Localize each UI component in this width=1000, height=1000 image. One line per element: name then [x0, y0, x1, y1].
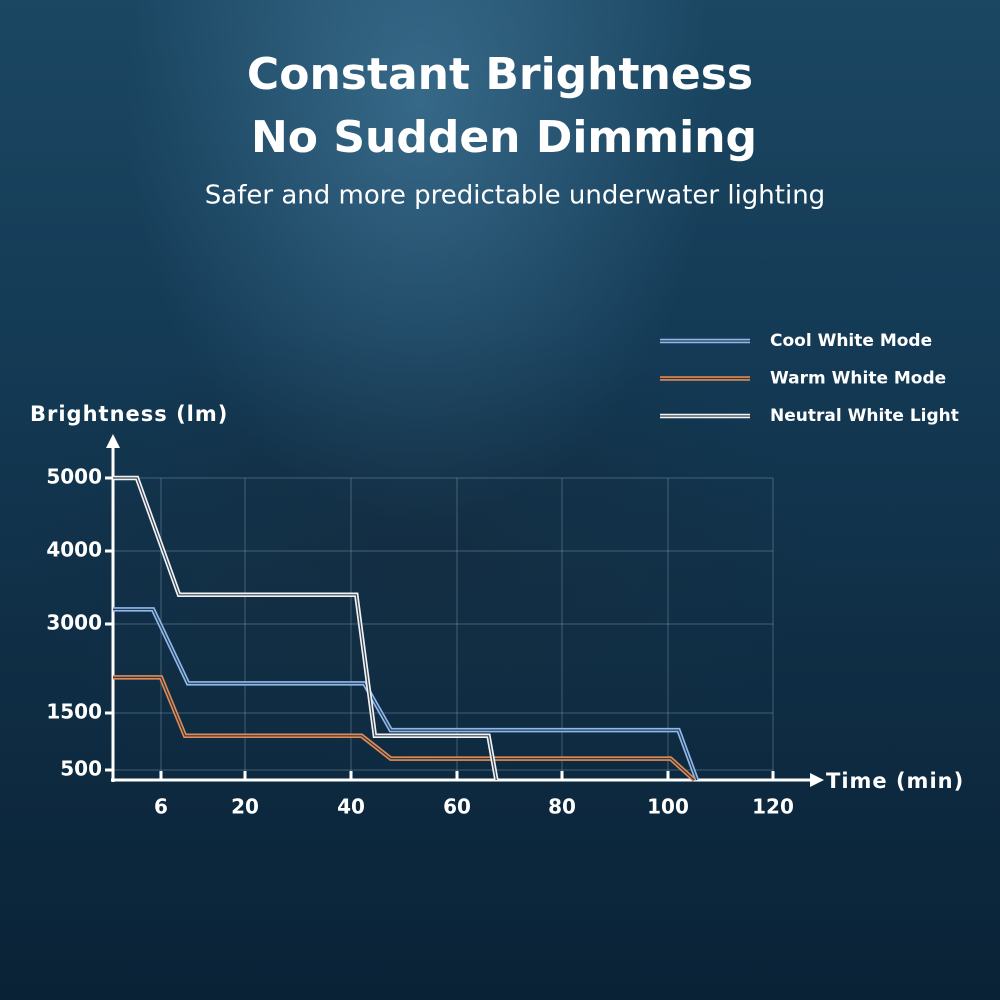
series-line — [113, 607, 699, 781]
legend-label: Neutral White Light — [770, 406, 959, 426]
chart-subtitle: Safer and more predictable underwater li… — [205, 181, 825, 211]
line-highlight — [113, 676, 695, 781]
x-axis-arrow — [810, 773, 824, 787]
x-tick-label: 80 — [548, 795, 576, 819]
x-tick-label: 20 — [231, 795, 259, 819]
y-axis-label: Brightness (lm) — [30, 402, 228, 426]
x-tick-label: 100 — [647, 795, 689, 819]
y-tick-label: 3000 — [46, 611, 102, 635]
y-tick-label: 5000 — [46, 465, 102, 489]
chart-title: No Sudden Dimming — [251, 112, 757, 163]
x-tick-label: 120 — [752, 795, 794, 819]
x-tick-label: 6 — [154, 795, 168, 819]
legend-label: Warm White Mode — [770, 369, 946, 389]
x-axis-label: Time (min) — [826, 769, 964, 793]
x-tick-label: 40 — [337, 795, 365, 819]
y-tick-label: 1500 — [46, 700, 102, 724]
legend-label: Cool White Mode — [770, 331, 932, 351]
line-highlight — [113, 608, 698, 781]
chart-title: Constant Brightness — [247, 49, 753, 100]
y-tick-label: 4000 — [46, 538, 102, 562]
line-highlight — [113, 477, 497, 781]
y-tick-label: 500 — [60, 757, 102, 781]
y-axis-arrow — [106, 434, 120, 448]
x-tick-label: 60 — [443, 795, 471, 819]
